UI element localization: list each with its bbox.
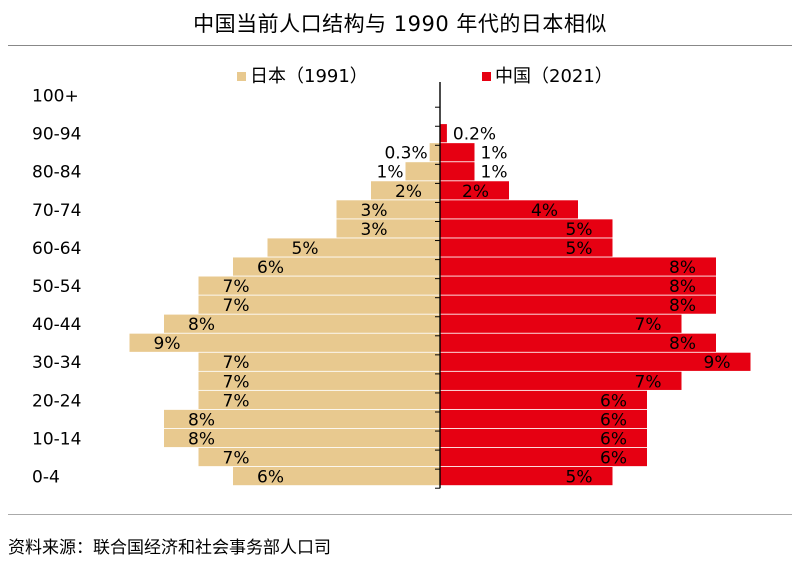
japan-bar	[233, 467, 440, 486]
y-tick-label: 0-4	[32, 468, 60, 488]
japan-bar	[198, 276, 440, 295]
china-bar	[440, 238, 613, 257]
china-bar	[440, 257, 716, 276]
china-data-label: 0.2%	[453, 125, 496, 145]
china-data-label: 8%	[669, 334, 696, 354]
japan-data-label: 7%	[223, 391, 250, 411]
y-tick-label: 80-84	[32, 163, 81, 183]
japan-bar	[198, 390, 440, 409]
japan-bar	[129, 333, 440, 352]
japan-bar	[198, 447, 440, 467]
japan-bar	[233, 257, 440, 276]
china-bar	[440, 219, 613, 238]
china-bar	[440, 124, 447, 143]
legend-swatch-japan	[237, 72, 246, 81]
japan-bar	[164, 428, 440, 448]
china-bar	[440, 314, 682, 333]
china-data-label: 6%	[600, 429, 627, 449]
china-bar	[440, 409, 647, 429]
japan-bar	[336, 219, 440, 238]
chart-title: 中国当前人口结构与 1990 年代的日本相似	[193, 12, 607, 36]
japan-bar	[405, 162, 440, 181]
japan-data-label: 1%	[377, 163, 404, 183]
japan-data-label: 8%	[188, 429, 215, 449]
china-bar	[440, 333, 716, 352]
japan-bar	[198, 371, 440, 390]
japan-data-label: 8%	[188, 410, 215, 430]
y-tick-label: 90-94	[32, 125, 81, 145]
japan-bar	[198, 352, 440, 371]
japan-data-label: 8%	[188, 315, 215, 335]
y-tick-label: 70-74	[32, 201, 81, 221]
china-bar	[440, 276, 716, 295]
japan-data-label: 3%	[361, 201, 388, 221]
china-bar	[440, 143, 475, 162]
japan-data-label: 7%	[223, 353, 250, 373]
legend-swatch-china	[482, 72, 491, 81]
japan-data-label: 5%	[292, 239, 319, 259]
japan-bar	[164, 409, 440, 429]
y-tick-label: 20-24	[32, 391, 81, 411]
china-data-label: 1%	[481, 163, 508, 183]
top-rule	[8, 45, 792, 46]
china-bar	[440, 390, 647, 409]
legend-label-japan: 日本（1991）	[250, 66, 368, 87]
japan-bar	[371, 181, 440, 200]
population-pyramid-chart: 6%7%8%8%7%7%7%9%8%7%7%6%5%3%3%2%1%0.3%5%…	[32, 66, 751, 489]
china-data-label: 7%	[635, 372, 662, 392]
japan-bar	[429, 143, 440, 162]
china-bar	[440, 371, 682, 390]
china-data-label: 8%	[669, 277, 696, 297]
china-data-label: 5%	[566, 468, 593, 488]
y-tick-label: 60-64	[32, 239, 81, 259]
japan-data-label: 6%	[257, 468, 284, 488]
china-bar	[440, 428, 647, 448]
china-bar	[440, 162, 475, 181]
china-bar	[440, 295, 716, 314]
source-note: 资料来源：联合国经济和社会事务部人口司	[8, 538, 331, 558]
china-data-label: 6%	[600, 391, 627, 411]
china-bar	[440, 181, 509, 200]
china-data-label: 4%	[531, 201, 558, 221]
china-bar	[440, 447, 647, 467]
china-data-label: 6%	[600, 448, 627, 468]
legend-label-china: 中国（2021）	[495, 66, 613, 87]
y-tick-label: 30-34	[32, 353, 81, 373]
japan-bar	[164, 314, 440, 333]
y-tick-label: 50-54	[32, 277, 81, 297]
china-bar	[440, 467, 613, 486]
japan-bar	[267, 238, 440, 257]
china-data-label: 5%	[566, 220, 593, 240]
japan-data-label: 2%	[395, 182, 422, 202]
china-data-label: 6%	[600, 410, 627, 430]
china-data-label: 1%	[481, 144, 508, 164]
japan-data-label: 3%	[361, 220, 388, 240]
japan-data-label: 7%	[223, 448, 250, 468]
japan-data-label: 6%	[257, 258, 284, 278]
japan-data-label: 0.3%	[384, 144, 427, 164]
japan-data-label: 7%	[223, 277, 250, 297]
china-data-label: 8%	[669, 296, 696, 316]
china-bar	[440, 352, 751, 371]
japan-data-label: 7%	[223, 372, 250, 392]
china-bar	[440, 200, 578, 219]
japan-data-label: 7%	[223, 296, 250, 316]
japan-data-label: 9%	[154, 334, 181, 354]
y-tick-label: 40-44	[32, 315, 81, 335]
china-data-label: 5%	[566, 239, 593, 259]
china-data-label: 2%	[462, 182, 489, 202]
y-tick-label: 10-14	[32, 429, 81, 449]
china-data-label: 7%	[635, 315, 662, 335]
china-data-label: 9%	[704, 353, 731, 373]
y-tick-label: 100+	[32, 87, 79, 107]
china-data-label: 8%	[669, 258, 696, 278]
japan-bar	[336, 200, 440, 219]
bottom-rule	[8, 514, 792, 515]
japan-bar	[198, 295, 440, 314]
